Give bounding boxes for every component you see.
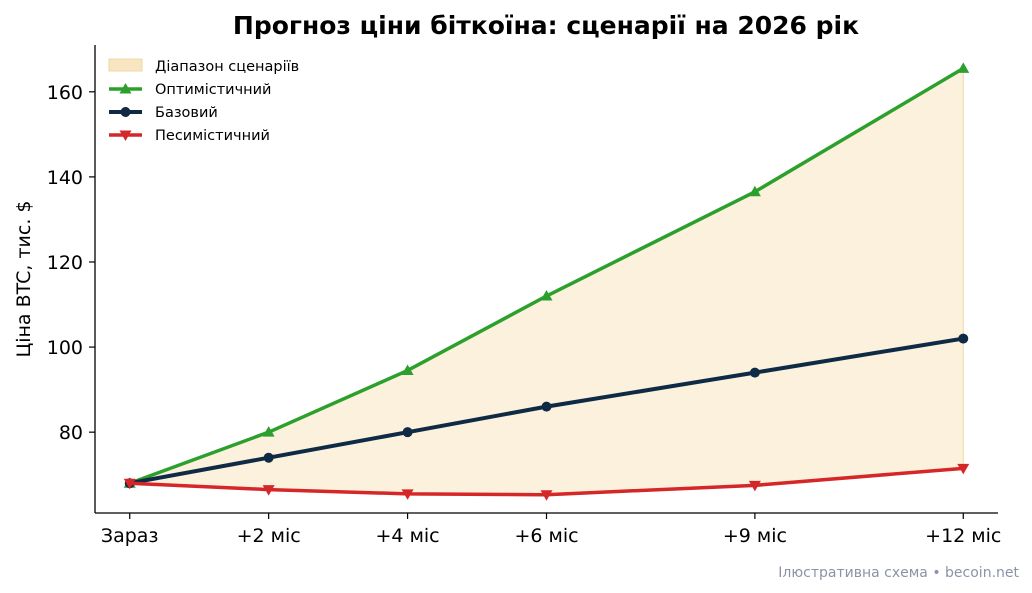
series-1-point — [749, 367, 760, 378]
y-tick-label: 140 — [47, 167, 83, 189]
series-1-line — [127, 336, 966, 486]
series-0-point — [748, 185, 761, 197]
series-0-line — [127, 66, 966, 485]
series-0-point — [401, 364, 414, 375]
legend: Діапазон сценаріїв Оптимістичний Базовий Пе… — [108, 58, 299, 144]
legend-marker-series-2 — [119, 130, 132, 141]
series-1-point — [402, 427, 413, 438]
series-2-point — [262, 485, 275, 496]
series-2-line — [127, 466, 966, 497]
series-2-point — [748, 480, 761, 492]
series-1-point — [958, 333, 969, 344]
series-2-point — [957, 463, 970, 475]
y-tick-label: 160 — [47, 82, 83, 104]
chart-title: Прогноз ціни біткоїна: сценарії на 2026 … — [233, 11, 859, 40]
series-2-point — [540, 490, 553, 501]
legend-marker-series-1 — [120, 107, 131, 117]
legend-swatch-band — [108, 58, 143, 72]
series-0-point — [540, 290, 553, 301]
y-tick-label: 80 — [59, 422, 83, 444]
legend-marker-series-0 — [119, 83, 132, 94]
x-tick-label: +9 міс — [723, 525, 787, 547]
series-2-point — [123, 478, 136, 490]
legend-label-series-1: Базовий — [155, 105, 218, 121]
legend-label-band: Діапазон сценаріїв — [155, 59, 299, 75]
x-tick-label: +2 міс — [237, 525, 301, 547]
x-tick-label: Зараз — [101, 525, 159, 547]
series-0-point — [262, 426, 275, 437]
series-0-point — [957, 62, 970, 73]
y-tick-label: 100 — [47, 337, 83, 359]
legend-label-series-2: Песимістичний — [155, 128, 270, 144]
x-tick-label: +4 міс — [376, 525, 440, 547]
source-note: Ілюстративна схема • becoin.net — [778, 565, 1019, 581]
series-2-point — [401, 489, 414, 500]
x-tick-label: +6 міс — [514, 525, 578, 547]
y-tick-label: 120 — [47, 252, 83, 274]
x-tick-label: +12 міс — [925, 525, 1001, 547]
y-axis-label: Ціна BTC, тис. $ — [13, 200, 35, 357]
legend-label-series-0: Оптимістичний — [155, 82, 271, 98]
plot-area: 80 100 120 140 160 Зараз +2 міс +4 міс +6 міс +9 … — [47, 45, 1001, 547]
series-1-point — [263, 452, 274, 463]
series-1-point — [541, 401, 552, 412]
